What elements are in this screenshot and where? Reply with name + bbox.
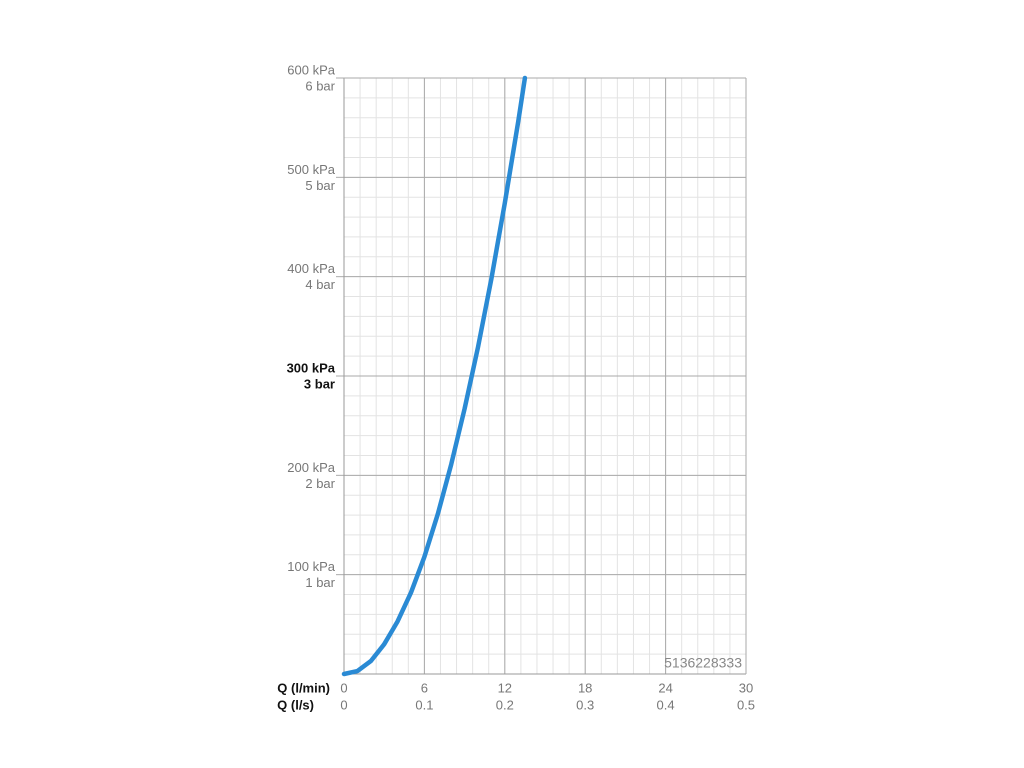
- y-tick-label: 200 kPa: [287, 460, 335, 475]
- x-tick-label: 12: [498, 680, 512, 695]
- y-tick-label: 100 kPa: [287, 559, 335, 574]
- y-tick-bar-label: 3 bar: [304, 376, 335, 391]
- y-tick-label: 400 kPa: [287, 261, 335, 276]
- x2-tick-label: 0.1: [415, 697, 433, 712]
- y-tick-bar-label: 1 bar: [305, 575, 335, 590]
- y-tick-bar-label: 5 bar: [305, 178, 335, 193]
- x-tick-label: 6: [421, 680, 428, 695]
- x-tick-label: 30: [739, 680, 753, 695]
- y-tick-label: 300 kPa: [287, 360, 336, 375]
- x2-tick-label: 0.5: [737, 697, 755, 712]
- x2-tick-label: 0.3: [576, 697, 594, 712]
- y-tick-label: 600 kPa: [287, 62, 335, 77]
- y-tick-bar-label: 6 bar: [305, 78, 335, 93]
- x-tick-label: 0: [340, 680, 347, 695]
- x2-tick-label: 0: [340, 697, 347, 712]
- x-axis-label: Q (l/min): [277, 680, 330, 695]
- curve: [341, 75, 528, 677]
- x-tick-label: 24: [658, 680, 672, 695]
- x2-tick-label: 0.2: [496, 697, 514, 712]
- x2-tick-label: 0.4: [657, 697, 675, 712]
- y-tick-bar-label: 4 bar: [305, 277, 335, 292]
- x2-axis-label: Q (l/s): [277, 697, 314, 712]
- x-tick-label: 18: [578, 680, 592, 695]
- y-tick-bar-label: 2 bar: [305, 476, 335, 491]
- watermark: 5136228333: [664, 655, 742, 671]
- y-tick-label: 500 kPa: [287, 162, 335, 177]
